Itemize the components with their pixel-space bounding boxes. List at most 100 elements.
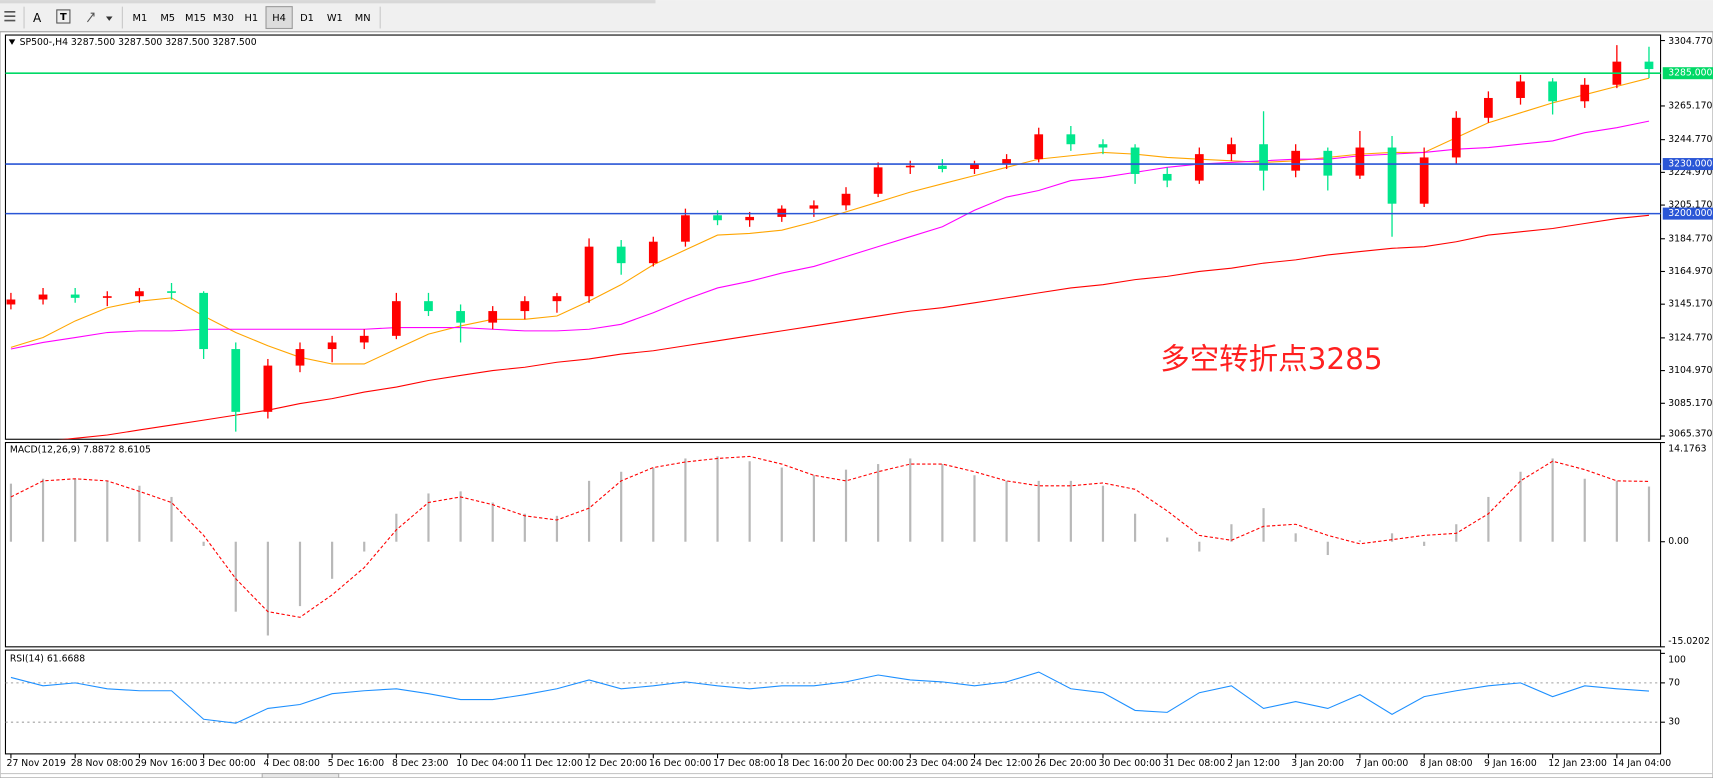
level-label: 3200.000: [1668, 208, 1712, 219]
candle-body: [1098, 144, 1108, 148]
x-tick-label: 26 Dec 20:00: [1034, 758, 1096, 769]
macd-bar: [331, 541, 334, 579]
label-tool[interactable]: T: [60, 12, 67, 23]
macd-bar: [1583, 478, 1586, 542]
macd-bar: [74, 478, 77, 542]
macd-bar: [941, 464, 944, 542]
candle-body: [263, 365, 273, 412]
candle-body: [1162, 173, 1172, 181]
x-tick-label: 7 Jan 00:00: [1356, 758, 1409, 769]
timeframe-button[interactable]: H1: [244, 13, 258, 24]
timeframe-button[interactable]: M15: [185, 13, 206, 24]
x-tick-label: 20 Dec 00:00: [842, 758, 904, 769]
candle-body: [1259, 144, 1268, 171]
line: [60, 214, 1650, 440]
macd-bar: [620, 471, 623, 542]
x-tick-label: 4 Dec 08:00: [264, 758, 321, 769]
macd-bar: [9, 483, 13, 542]
panel-menu-arrow[interactable]: [8, 39, 16, 45]
toolbar-edge: [0, 0, 656, 4]
timeframe-button[interactable]: M5: [160, 13, 175, 24]
macd-bar: [202, 541, 205, 546]
macd-bar: [555, 515, 559, 542]
menu-icon[interactable]: [4, 11, 16, 22]
y-tick-label: 3124.770: [1668, 332, 1712, 343]
candle-body: [102, 296, 112, 298]
text-tool[interactable]: A: [33, 11, 42, 25]
y-tick-label: -15.0202: [1668, 636, 1710, 647]
candle-body: [520, 301, 530, 312]
macd-bar: [587, 480, 591, 542]
macd-bar: [1487, 496, 1490, 542]
level-label-bg: [1662, 207, 1713, 220]
candle-body: [1580, 84, 1590, 102]
candle-body: [359, 335, 369, 343]
candle-body: [841, 193, 851, 206]
macd-bar: [170, 496, 173, 542]
candle-body: [1227, 144, 1236, 155]
candle-body: [1419, 157, 1429, 204]
macd-bar: [909, 458, 912, 542]
macd-bar: [523, 513, 526, 542]
candle-body: [1516, 81, 1525, 98]
macd-bar: [1101, 485, 1105, 542]
candle-body: [1034, 134, 1044, 160]
y-tick-label: 3104.970: [1668, 365, 1712, 376]
macd-bar: [427, 493, 430, 542]
timeframe-button[interactable]: M1: [132, 13, 147, 24]
y-tick-label: 70: [1668, 677, 1680, 688]
line: [10, 671, 1650, 724]
candle-body: [777, 208, 787, 217]
macd-bar: [877, 464, 880, 542]
macd-bar: [1294, 533, 1297, 542]
macd-bar: [1358, 540, 1362, 542]
candle-body: [70, 294, 80, 298]
candle-body: [295, 349, 305, 366]
active-timeframe: [265, 6, 293, 30]
level-label-bg: [1662, 67, 1713, 80]
timeframe-button[interactable]: W1: [327, 13, 343, 24]
macd-bar: [459, 491, 462, 542]
y-tick-label: 3145.170: [1668, 299, 1712, 310]
macd-bar: [812, 475, 815, 542]
macd-bar: [1230, 524, 1233, 542]
arrow-tool[interactable]: [86, 12, 113, 23]
x-tick-label: 31 Dec 08:00: [1163, 758, 1225, 769]
macd-bar: [684, 458, 687, 542]
x-tick-label: 17 Dec 08:00: [713, 758, 775, 769]
y-tick-label: 14.1763: [1668, 444, 1706, 455]
macd-bar: [780, 467, 783, 542]
macd-bar: [1423, 541, 1426, 546]
candle-body: [231, 349, 241, 412]
y-tick-label: 0.00: [1668, 536, 1689, 547]
macd-bar: [266, 541, 269, 636]
macd-bar: [1519, 471, 1522, 542]
macd-bar: [491, 502, 494, 542]
macd-bar: [1037, 480, 1040, 542]
candle-body: [809, 205, 819, 209]
candle-body: [488, 311, 498, 323]
candle-body: [1644, 61, 1654, 70]
candle-body: [424, 301, 433, 312]
timeframe-button[interactable]: MN: [355, 13, 371, 24]
toolbar: A T M1 M5 M15 M30 H1 H4 D1 W1 MN: [0, 0, 1713, 32]
candle-body: [199, 292, 209, 350]
macd-bar: [1390, 533, 1394, 542]
x-tick-label: 14 Jan 04:00: [1612, 758, 1671, 769]
candle-body: [648, 241, 658, 264]
rsi-panel: [4, 649, 1662, 755]
y-tick-label: 30: [1668, 717, 1680, 728]
x-tick-label: 11 Dec 12:00: [520, 758, 582, 769]
timeframe-button[interactable]: H4: [272, 13, 286, 24]
candle-body: [1194, 154, 1204, 181]
timeframe-button[interactable]: M30: [213, 13, 234, 24]
macd-bar: [106, 480, 109, 542]
candle-body: [391, 301, 401, 336]
timeframe-button[interactable]: D1: [300, 13, 314, 24]
line: [10, 455, 1649, 618]
candle-body: [552, 296, 562, 302]
x-tick-label: 8 Jan 08:00: [1420, 758, 1473, 769]
x-tick-label: 12 Dec 20:00: [585, 758, 647, 769]
